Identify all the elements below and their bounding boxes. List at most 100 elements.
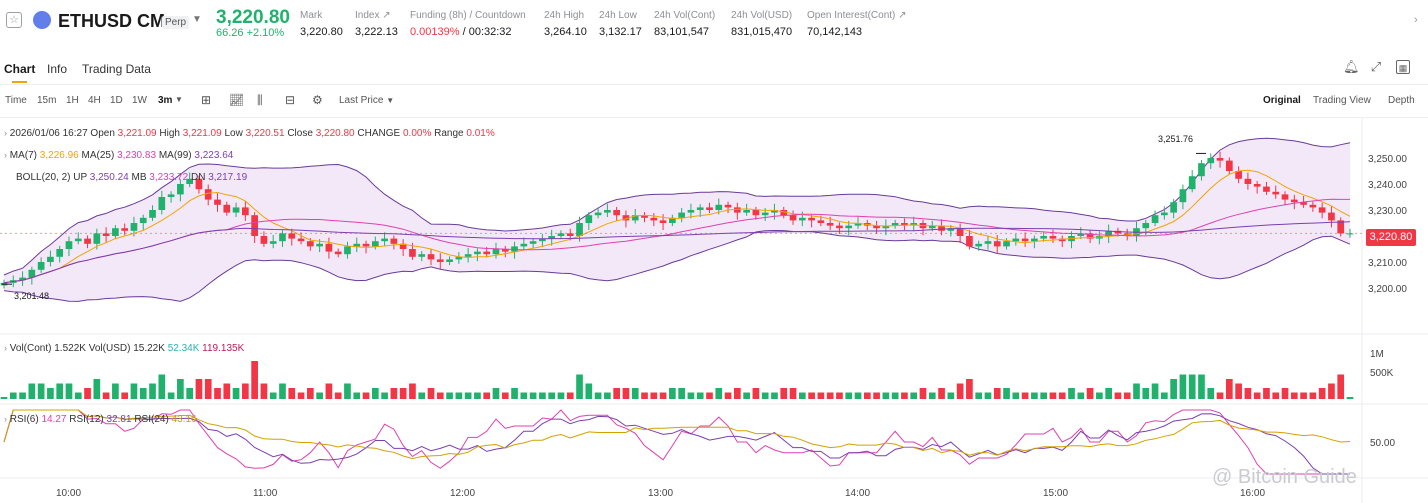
candle-type-icon[interactable]: ⫼ [257, 93, 263, 107]
volume-bar [724, 392, 732, 399]
tab-info[interactable]: Info [47, 62, 68, 76]
interval-15m[interactable]: 15m [37, 95, 57, 106]
volume-bar [344, 383, 351, 399]
boll-up-value: 3,250.24 [89, 172, 129, 183]
candle-body [464, 254, 472, 257]
volume-bar [1337, 374, 1345, 399]
settings-icon[interactable]: ⚙ [312, 93, 323, 107]
volume-bar [1142, 388, 1150, 399]
volume-bar [177, 379, 184, 399]
volume-bar [232, 388, 240, 399]
volume-bar [715, 388, 723, 399]
candle-body [316, 243, 323, 247]
chevron-down-icon[interactable]: ▼ [192, 14, 202, 25]
candle-body [214, 199, 221, 205]
divider [0, 117, 1428, 118]
chevron-right-icon[interactable]: › [1414, 14, 1418, 26]
candle-body [1263, 186, 1270, 192]
candle-body [501, 249, 509, 252]
volume-bar [409, 383, 416, 399]
indicator-icon[interactable]: ⊞ [201, 93, 212, 107]
view-trading-view[interactable]: Trading View [1313, 95, 1371, 106]
candle-body [696, 207, 704, 210]
candle-body [1300, 202, 1307, 205]
rsi12-line [3, 409, 1350, 475]
expand-icon[interactable]: ⤢ [1370, 59, 1382, 74]
stat-label-open-interest[interactable]: Open Interest(Cont) ↗ [807, 10, 907, 21]
candle-body [93, 233, 101, 244]
volume-bar [158, 374, 166, 399]
rsi24-line [3, 409, 1351, 460]
view-depth[interactable]: Depth [1388, 95, 1415, 106]
x-axis-tick: 16:00 [1240, 488, 1265, 499]
boll-legend: BOLL(20, 2) UP 3,250.24 MB 3,233.72 DN 3… [16, 172, 247, 183]
stat-label-mark: Mark [300, 10, 323, 21]
tab-chart[interactable]: Chart [4, 62, 36, 76]
candle-body [613, 210, 621, 216]
volume-legend: › Vol(Cont) 1.522K Vol(USD) 15.22K 52.34… [4, 343, 244, 354]
volume-bar [93, 379, 101, 399]
rsi6-line [3, 409, 1350, 475]
bollinger-lower-line [3, 229, 1351, 302]
interval-3m[interactable]: 3m [158, 95, 173, 106]
bell-icon[interactable]: 🔔︎ [1343, 59, 1360, 74]
perp-badge: Perp [162, 16, 190, 29]
favorite-star-icon[interactable]: ☆ [6, 12, 22, 28]
candle-body [548, 236, 556, 239]
price-type-select[interactable]: Last Price ▼ [339, 95, 394, 106]
volume-bar [817, 392, 825, 399]
low-value: 3,220.51 [245, 128, 285, 139]
line-chart-icon[interactable]: 📈︎ [229, 93, 245, 107]
candle-body [780, 210, 788, 216]
volume-bar [1003, 388, 1010, 399]
interval-1w[interactable]: 1W [132, 95, 147, 106]
candle-body [854, 223, 862, 226]
chevron-right-icon[interactable]: › [4, 128, 7, 138]
chevron-right-icon[interactable]: › [4, 343, 7, 353]
candle-body [956, 228, 964, 236]
chevron-right-icon[interactable]: › [4, 414, 7, 424]
tab-trading-data[interactable]: Trading Data [82, 62, 151, 76]
candle-body [1198, 163, 1205, 177]
range-label: Range [434, 128, 464, 139]
stat-label-24h-low: 24h Low [599, 10, 637, 21]
volume-bar [1290, 392, 1298, 399]
interval-time[interactable]: Time [5, 95, 27, 106]
change-value: 0.00% [402, 128, 432, 139]
volume-bar [56, 383, 64, 399]
volume-bar [1272, 392, 1280, 399]
x-axis-tick: 14:00 [845, 488, 870, 499]
interval-1d[interactable]: 1D [110, 95, 123, 106]
chevron-down-icon[interactable]: ▼ [175, 95, 183, 104]
layout-icon[interactable]: ▦ [1396, 60, 1410, 74]
volume-bar [659, 392, 667, 399]
volume-bar [427, 388, 435, 399]
candlestick-chart[interactable]: 3,250.003,240.003,230.003,220.003,210.00… [0, 118, 1428, 503]
candle-body [1235, 171, 1242, 179]
volume-bar [548, 392, 556, 399]
volume-bar [1318, 388, 1326, 399]
stat-label-index[interactable]: Index ↗ [355, 10, 391, 21]
interval-1h[interactable]: 1H [66, 95, 79, 106]
chevron-right-icon[interactable]: › [4, 150, 7, 160]
candle-body [539, 238, 546, 242]
volume-bar [1151, 383, 1159, 399]
volume-bar [242, 383, 249, 399]
candle-body [288, 233, 296, 239]
price-type-label: Last Price [339, 95, 384, 106]
view-original[interactable]: Original [1263, 95, 1301, 106]
stat-value-24h-high: 3,264.10 [544, 26, 587, 38]
candle-body [901, 223, 908, 226]
drawing-icon[interactable]: ⊟ [285, 93, 296, 107]
candle-body [74, 238, 82, 242]
volume-bar [418, 392, 426, 399]
interval-4h[interactable]: 4H [88, 95, 101, 106]
candle-body [724, 204, 732, 208]
symbol-name[interactable]: ETHUSD CM [58, 11, 165, 31]
volume-bar [669, 388, 676, 399]
candle-body [1077, 233, 1085, 236]
volume-bar [1244, 388, 1252, 399]
volume-bar [882, 392, 890, 399]
volume-bar [65, 383, 73, 399]
volume-bar [1031, 392, 1038, 399]
